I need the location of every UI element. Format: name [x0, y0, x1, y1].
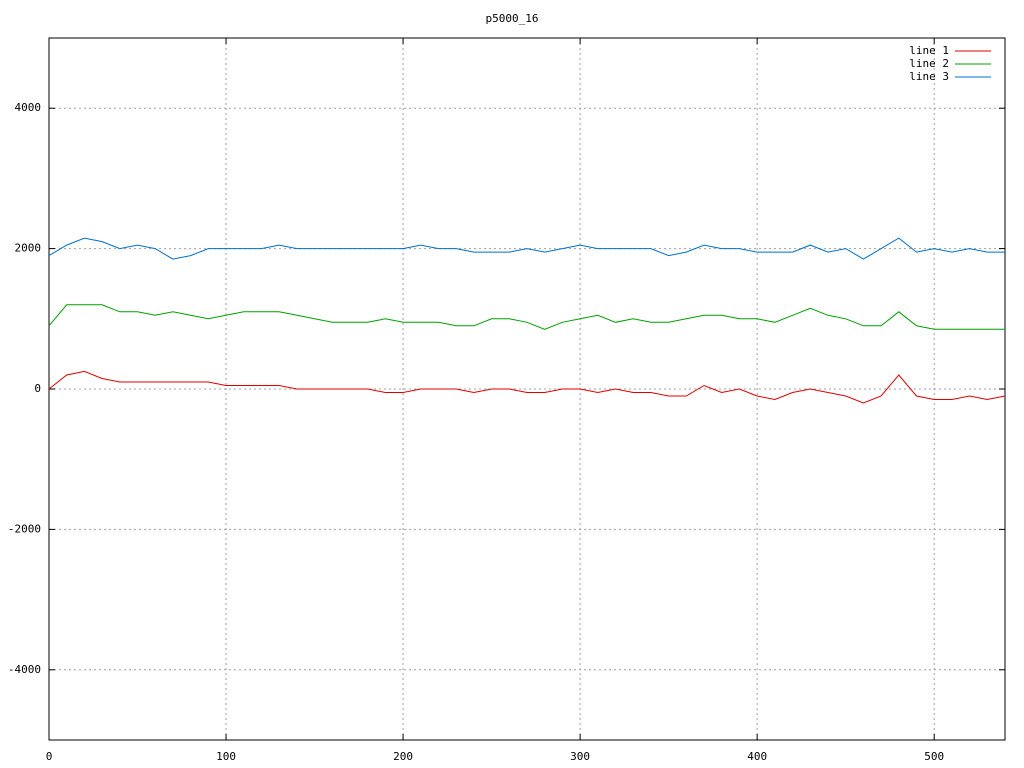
data-line	[48, 237, 1005, 260]
x-tick-label: 300	[570, 750, 590, 763]
x-tick-label: 0	[46, 750, 53, 763]
y-tick-label: 4000	[15, 101, 42, 114]
legend-label: line 3	[909, 70, 949, 83]
legend-label: line 2	[909, 57, 949, 70]
y-tick-label: 0	[34, 382, 41, 395]
y-tick-label: -2000	[8, 522, 41, 535]
x-tick-label: 500	[924, 750, 944, 763]
x-tick-label: 100	[216, 750, 236, 763]
data-line	[48, 304, 1005, 330]
x-tick-label: 400	[747, 750, 767, 763]
chart-title: p5000_16	[486, 12, 539, 25]
x-tick-label: 200	[393, 750, 413, 763]
y-tick-label: 2000	[15, 242, 42, 255]
data-line	[48, 370, 1006, 404]
y-tick-label: -4000	[8, 663, 41, 676]
legend-label: line 1	[909, 44, 949, 57]
